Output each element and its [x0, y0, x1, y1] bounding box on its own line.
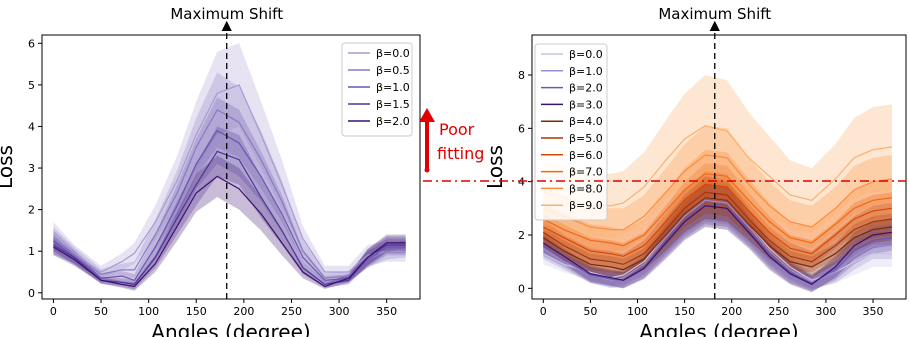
x-tick-label: 350 [376, 305, 397, 318]
y-axis-label: Loss [0, 145, 17, 189]
x-tick-label: 150 [674, 305, 695, 318]
y-tick-label: 5 [28, 79, 35, 92]
series-line-8 [543, 154, 892, 231]
x-tick-label: 300 [815, 305, 836, 318]
series-band-2 [543, 181, 892, 291]
legend-label-0: β=0.0 [569, 48, 603, 61]
series-line-0 [53, 84, 406, 273]
x-axis-label: Angles (degree) [151, 320, 310, 337]
x-tick-label: 250 [768, 305, 789, 318]
x-tick-label: 0 [50, 305, 57, 318]
series-line-2 [542, 202, 892, 284]
legend-label-1: β=1.0 [569, 65, 603, 78]
y-tick-label: 0 [518, 282, 525, 295]
annotation-arrow-base [424, 167, 430, 173]
series-band-8 [543, 125, 892, 251]
series-line-9 [543, 125, 892, 207]
legend-label-4: β=4.0 [569, 115, 603, 128]
x-tick-label: 50 [583, 305, 597, 318]
x-tick-label: 50 [94, 305, 108, 318]
annotation-arrow-head [419, 108, 435, 122]
y-tick-label: 1 [28, 245, 35, 258]
annotation-line2: fitting [437, 144, 484, 163]
poor-fitting-annotation: Poor fitting [419, 108, 484, 173]
legend: β=0.0 β=0.5 β=1.0 β=1.5 β=2.0 [341, 42, 413, 137]
y-tick-label: 6 [518, 122, 525, 135]
y-tick-label: 2 [518, 229, 525, 242]
legend-label-8: β=8.0 [569, 182, 603, 195]
y-axis-label: Loss [483, 145, 507, 189]
legend: β=0.0 β=1.0 β=2.0 β=3.0 β=4.0 β=5.0 β=6.0 β=7.0… [534, 43, 608, 221]
chart-title: Maximum Shift [658, 5, 771, 23]
y-tick-label: 6 [28, 37, 35, 50]
series-band-1 [53, 72, 406, 284]
plot-frame [41, 34, 421, 300]
legend-label-2: β=1.0 [376, 81, 410, 94]
x-tick-label: 250 [281, 305, 302, 318]
series-line-5 [542, 191, 892, 265]
series-band-4 [543, 176, 892, 281]
legend-label-0: β=0.0 [376, 47, 410, 60]
legend-label-9: β=9.0 [569, 199, 603, 212]
series-band-2 [53, 97, 406, 287]
y-tick-label: 3 [28, 162, 35, 175]
series-line-3 [53, 150, 406, 286]
plot-frame [531, 34, 907, 300]
x-tick-label: 300 [329, 305, 350, 318]
legend-label-4: β=2.0 [376, 115, 410, 128]
x-axis-label: Angles (degree) [639, 320, 798, 337]
y-tick-label: 4 [28, 120, 35, 133]
x-tick-label: 150 [186, 305, 207, 318]
series-band-3 [543, 184, 892, 293]
chart-left: 0 50 100 150 200 250 300 350 0 1 2 3 4 5 6 Angles (degr… [0, 5, 421, 337]
series-line-4 [53, 175, 406, 288]
legend-label-2: β=2.0 [569, 82, 603, 95]
y-tick-label: 0 [28, 287, 35, 300]
x-tick-label: 100 [627, 305, 648, 318]
x-tick-label: 200 [721, 305, 742, 318]
legend-label-6: β=6.0 [569, 149, 603, 162]
series-line-6 [543, 183, 892, 257]
annotation-line1: Poor [439, 120, 475, 139]
series-line-1 [542, 199, 892, 283]
legend-label-3: β=3.0 [569, 98, 603, 111]
chart-right: 0 50 100 150 200 250 300 350 0 2 4 6 8 Angles (degree… [483, 5, 907, 337]
series-line-3 [542, 205, 892, 285]
y-tick-label: 4 [518, 176, 525, 189]
legend-frame [341, 42, 413, 137]
series-band-4 [53, 155, 406, 291]
legend-label-1: β=0.5 [376, 64, 410, 77]
y-tick-label: 2 [28, 204, 35, 217]
x-tick-label: 100 [138, 305, 159, 318]
y-tick-label: 8 [518, 69, 525, 82]
series-line-4 [542, 197, 892, 271]
series-band-7 [543, 149, 892, 262]
x-tick-label: 350 [863, 305, 884, 318]
series-band-1 [543, 179, 892, 290]
series-band-3 [53, 126, 406, 290]
legend-label-3: β=1.5 [376, 98, 410, 111]
legend-label-7: β=7.0 [569, 166, 603, 179]
legend-label-5: β=5.0 [569, 132, 603, 145]
series-band-6 [543, 163, 892, 270]
series-line-1 [53, 108, 406, 279]
series-line-7 [543, 173, 892, 247]
x-tick-label: 200 [233, 305, 254, 318]
chart-title: Maximum Shift [170, 5, 283, 23]
x-tick-label: 0 [540, 305, 547, 318]
series-band-5 [543, 171, 892, 275]
